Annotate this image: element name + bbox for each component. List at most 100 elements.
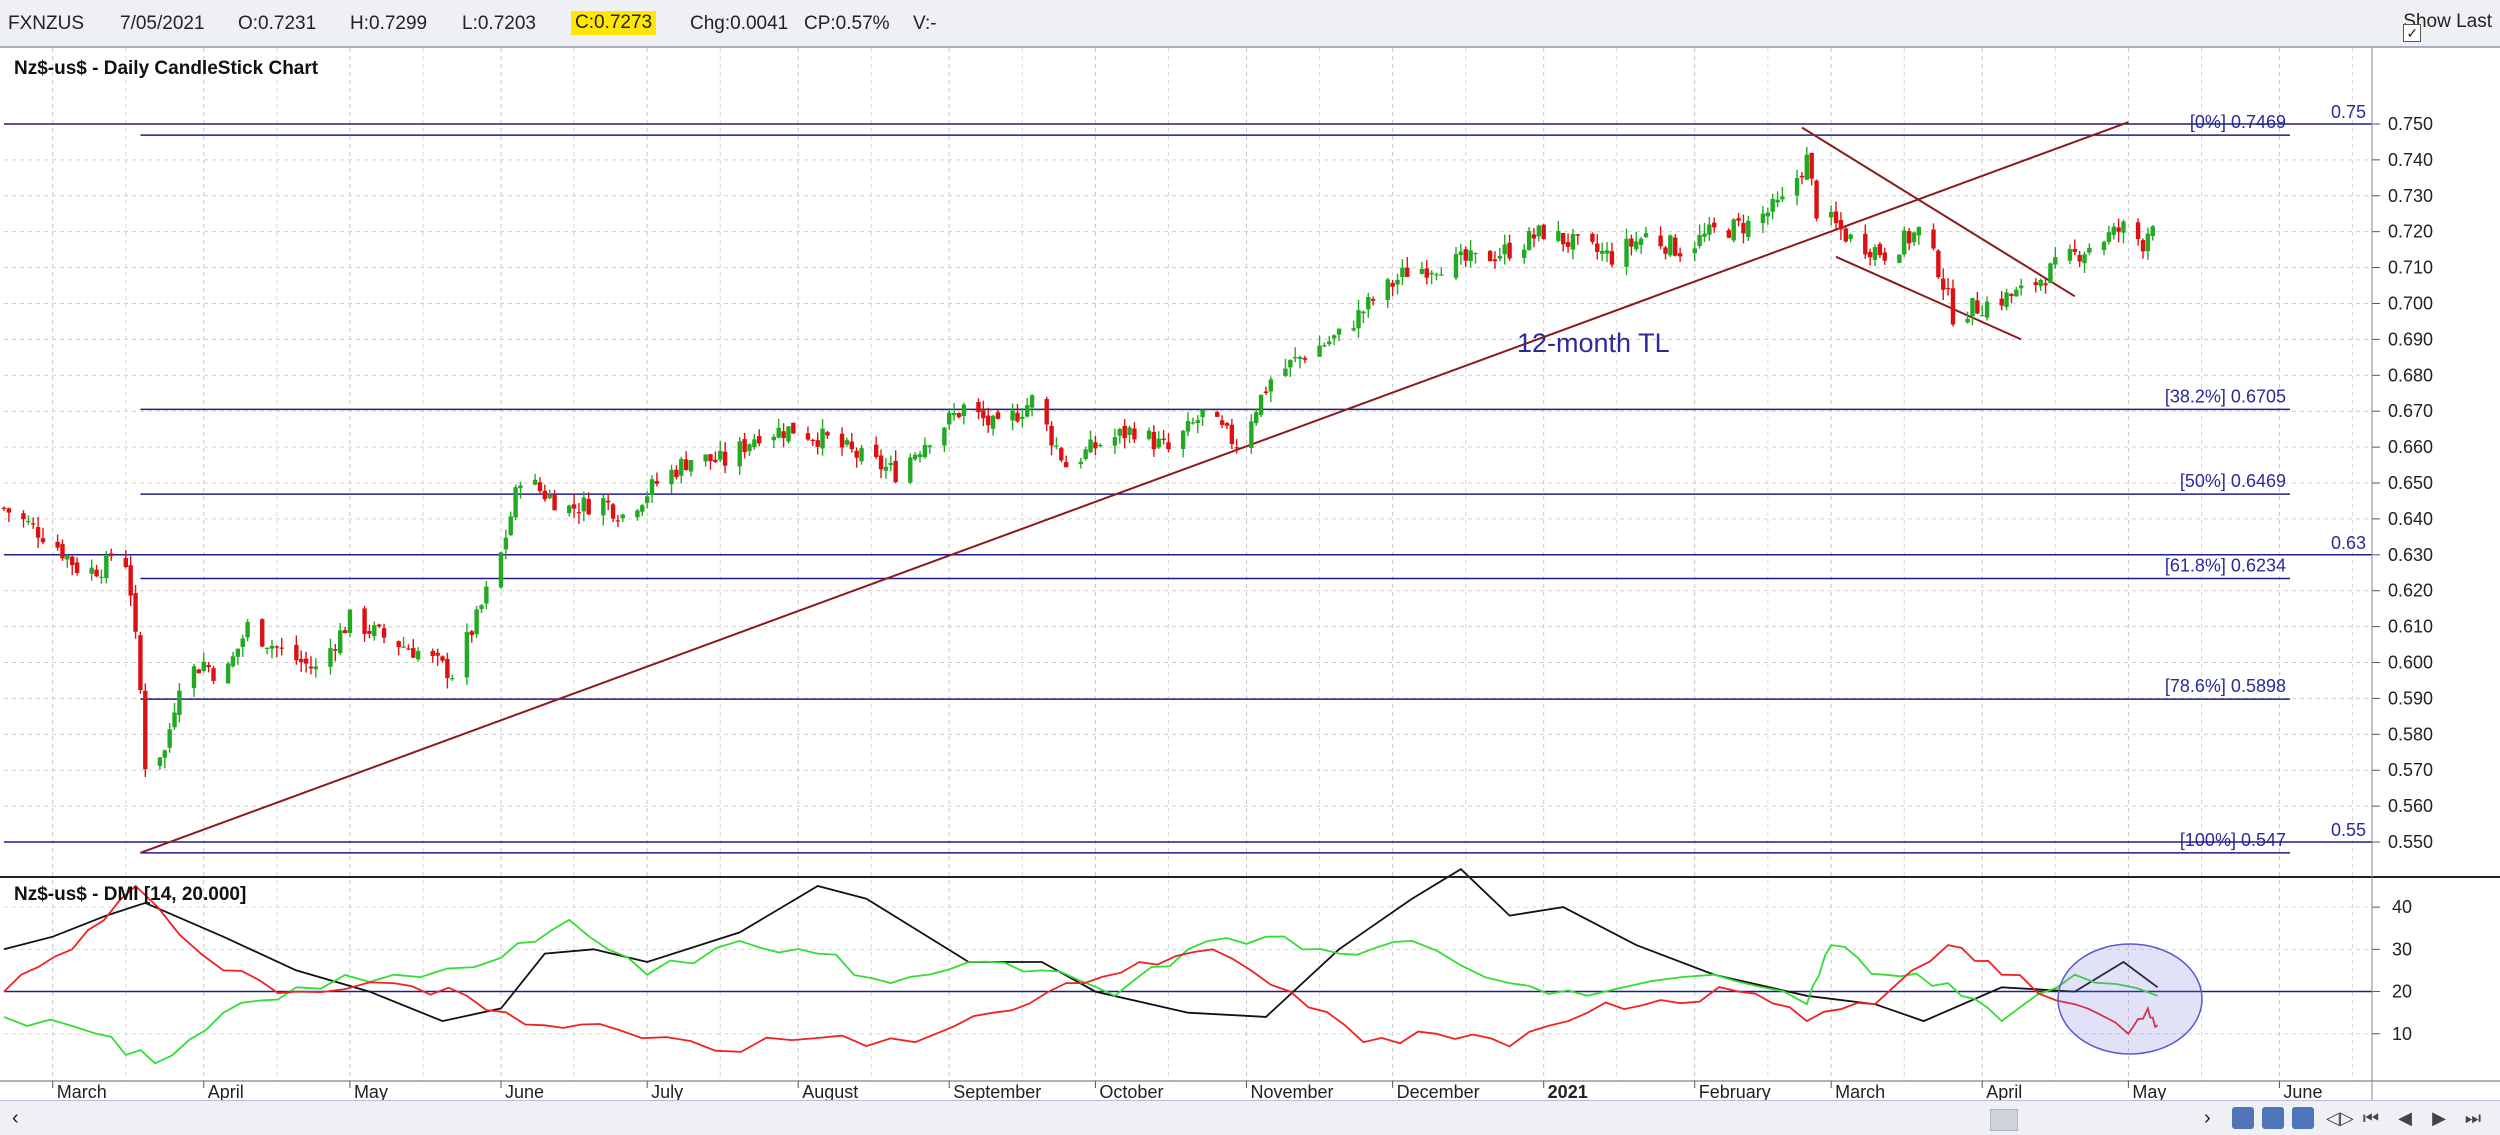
candle-down[interactable] [2116, 218, 2121, 243]
candle-up[interactable] [1911, 231, 1917, 246]
candle-up[interactable] [1268, 376, 1274, 403]
candle-up[interactable] [2111, 222, 2116, 240]
candle-up[interactable] [328, 638, 333, 675]
candle-up[interactable] [1331, 334, 1337, 346]
candle-up[interactable] [635, 508, 640, 521]
candle-up[interactable] [644, 491, 650, 509]
candle-up[interactable] [547, 489, 552, 500]
candle-down[interactable] [260, 618, 265, 648]
candle-down[interactable] [1015, 404, 1020, 423]
candle-down[interactable] [2072, 239, 2077, 256]
candle-up[interactable] [503, 529, 509, 560]
candle-down[interactable] [2009, 293, 2014, 304]
candle-up[interactable] [513, 484, 518, 521]
candle-down[interactable] [2077, 251, 2082, 268]
candle-down[interactable] [1215, 410, 1220, 418]
candle-down[interactable] [128, 555, 133, 607]
candle-up[interactable] [703, 454, 708, 467]
candle-up[interactable] [2053, 247, 2058, 269]
candle-up[interactable] [1429, 270, 1434, 285]
candle-down[interactable] [411, 638, 416, 659]
candle-down[interactable] [1936, 249, 1941, 280]
candle-down[interactable] [333, 644, 338, 662]
candle-up[interactable] [1697, 224, 1702, 249]
scroll-left-icon[interactable]: ‹ [12, 1107, 19, 1129]
candle-down[interactable] [376, 623, 382, 629]
candle-down[interactable] [1541, 223, 1546, 240]
candle-down[interactable] [708, 454, 713, 470]
candle-up[interactable] [1029, 393, 1035, 417]
candle-down[interactable] [303, 651, 309, 673]
candle-down[interactable] [430, 648, 435, 663]
candle-up[interactable] [2082, 251, 2087, 273]
candle-down[interactable] [615, 515, 621, 528]
candle-up[interactable] [2038, 278, 2043, 291]
candle-down[interactable] [552, 489, 557, 511]
candle-up[interactable] [1526, 227, 1532, 251]
candle-down[interactable] [542, 484, 548, 502]
candle-up[interactable] [942, 426, 947, 452]
candle-down[interactable] [1229, 418, 1235, 450]
candle-up[interactable] [1117, 427, 1122, 444]
trendline[interactable] [1801, 126, 2076, 298]
candle-up[interactable] [1707, 217, 1712, 241]
candle-down[interactable] [2043, 278, 2048, 294]
candle-up[interactable] [1400, 259, 1405, 286]
candle-down[interactable] [206, 661, 211, 673]
candle-down[interactable] [406, 644, 411, 651]
candle-up[interactable] [89, 559, 94, 581]
candle-up[interactable] [737, 437, 742, 475]
candle-down[interactable] [586, 492, 591, 516]
candle-up[interactable] [1127, 425, 1132, 444]
candle-up[interactable] [1497, 247, 1503, 262]
candle-up[interactable] [415, 647, 421, 662]
candle-up[interactable] [567, 504, 572, 517]
candle-up[interactable] [1249, 414, 1254, 454]
candle-down[interactable] [1595, 234, 1600, 260]
candle-up[interactable] [2014, 286, 2019, 297]
horizontal-scrollbar[interactable]: ‹ › ◁▷ ⏮ ◀ ▶ ⏭ [0, 1100, 2500, 1135]
candle-down[interactable] [1843, 225, 1848, 243]
candle-up[interactable] [620, 513, 625, 522]
candle-down[interactable] [1809, 152, 1814, 186]
candle-down[interactable] [1658, 226, 1663, 250]
trendline[interactable] [140, 121, 2129, 854]
candle-down[interactable] [878, 449, 884, 479]
candle-down[interactable] [1833, 201, 1839, 230]
candle-down[interactable] [1877, 242, 1883, 259]
show-last-toggle[interactable]: ✓ Show Last [2403, 11, 2492, 42]
candle-down[interactable] [60, 539, 65, 561]
candle-up[interactable] [1458, 243, 1464, 265]
candle-up[interactable] [640, 504, 645, 517]
candle-down[interactable] [849, 432, 855, 453]
candle-up[interactable] [1419, 261, 1425, 275]
candle-up[interactable] [820, 419, 825, 456]
candle-down[interactable] [1677, 247, 1683, 262]
candle-up[interactable] [2048, 262, 2053, 284]
candle-up[interactable] [1624, 228, 1629, 276]
candle-up[interactable] [1395, 273, 1400, 295]
candle-down[interactable] [274, 645, 280, 658]
candle-down[interactable] [143, 683, 148, 778]
candle-down[interactable] [571, 493, 577, 518]
candle-up[interactable] [1254, 408, 1259, 426]
candle-up[interactable] [264, 647, 270, 655]
candle-up[interactable] [1980, 305, 1985, 317]
candle-down[interactable] [70, 555, 75, 576]
candle-up[interactable] [1195, 415, 1200, 434]
candle-up[interactable] [474, 605, 479, 638]
candle-down[interactable] [445, 652, 450, 689]
candle-up[interactable] [1760, 205, 1766, 234]
candle-down[interactable] [31, 517, 36, 530]
candle-up[interactable] [1536, 224, 1542, 242]
checkbox-icon[interactable]: ✓ [2403, 24, 2422, 42]
candle-down[interactable] [1799, 172, 1805, 185]
candle-down[interactable] [294, 635, 299, 665]
candle-up[interactable] [1872, 244, 1878, 267]
candle-down[interactable] [1151, 425, 1157, 457]
candle-down[interactable] [123, 550, 129, 569]
candle-up[interactable] [1010, 403, 1015, 431]
candle-down[interactable] [757, 429, 762, 447]
candle-down[interactable] [196, 668, 202, 674]
candle-down[interactable] [1565, 233, 1571, 253]
